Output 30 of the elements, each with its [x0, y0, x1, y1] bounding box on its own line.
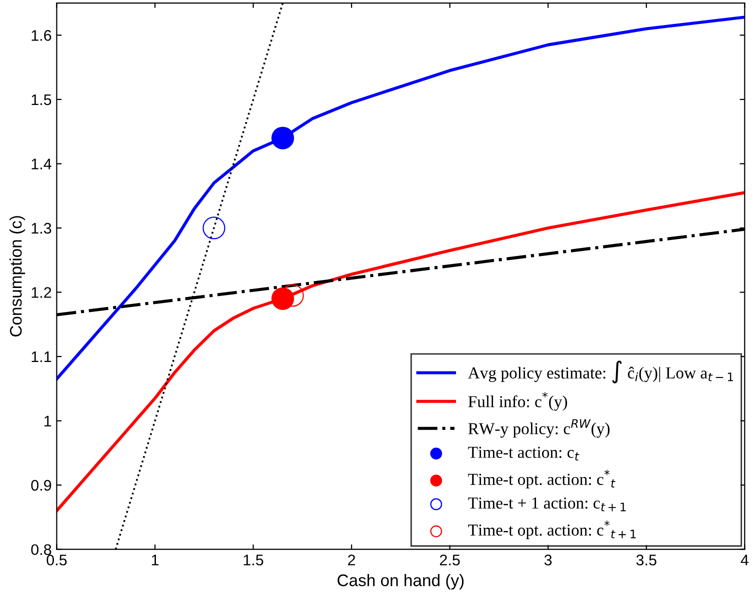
legend-label: Avg policy estimate: ∫ ĉ$_{i}$(y)| Low a$_{t−1}$	[468, 360, 733, 384]
x-axis-title: Cash on hand (y)	[338, 574, 464, 590]
x-tick-label: 2.5	[440, 554, 460, 566]
legend-label: Time-t action: c$_{t}$	[468, 446, 580, 461]
legend-label: Time-t opt. action: c$^{*}$$_{t+1}$	[468, 520, 636, 540]
legend-label: RW-y policy: c$^{RW}$(y)	[468, 419, 610, 438]
point	[271, 287, 294, 310]
point	[202, 216, 226, 240]
y-tick-label: 1.3	[32, 222, 52, 234]
y-tick-label: 1.6	[32, 30, 52, 41]
x-tick-label: 3	[544, 554, 552, 566]
legend-label: Time-t + 1 action: c$_{t+1}$	[468, 497, 626, 512]
x-tick-label: 3.5	[636, 554, 656, 566]
y-tick-label: 1.1	[32, 352, 52, 362]
y-tick-label: 1.5	[32, 94, 52, 106]
x-tick-label: 0.5	[46, 554, 67, 566]
y-tick-label: 1	[44, 416, 52, 426]
y-tick-label: 1.4	[32, 158, 52, 170]
x-tick-label: 1	[152, 554, 158, 566]
line-series	[56, 191, 745, 512]
y-axis-title: Consumption (c)	[10, 216, 26, 336]
x-tick-label: 1.5	[244, 554, 264, 566]
legend-label: Time-t opt. action: c$^{*}$$_{t}$	[468, 470, 616, 488]
y-tick-label: 0.8	[31, 544, 52, 556]
x-tick-label: 2	[348, 554, 356, 566]
point	[271, 126, 294, 150]
x-tick-label: 4	[740, 554, 748, 566]
y-tick-label: 0.9	[31, 480, 52, 491]
y-tick-label: 1.2	[32, 287, 52, 298]
legend-label: Full info: c$^{*}$(y)	[468, 392, 568, 411]
